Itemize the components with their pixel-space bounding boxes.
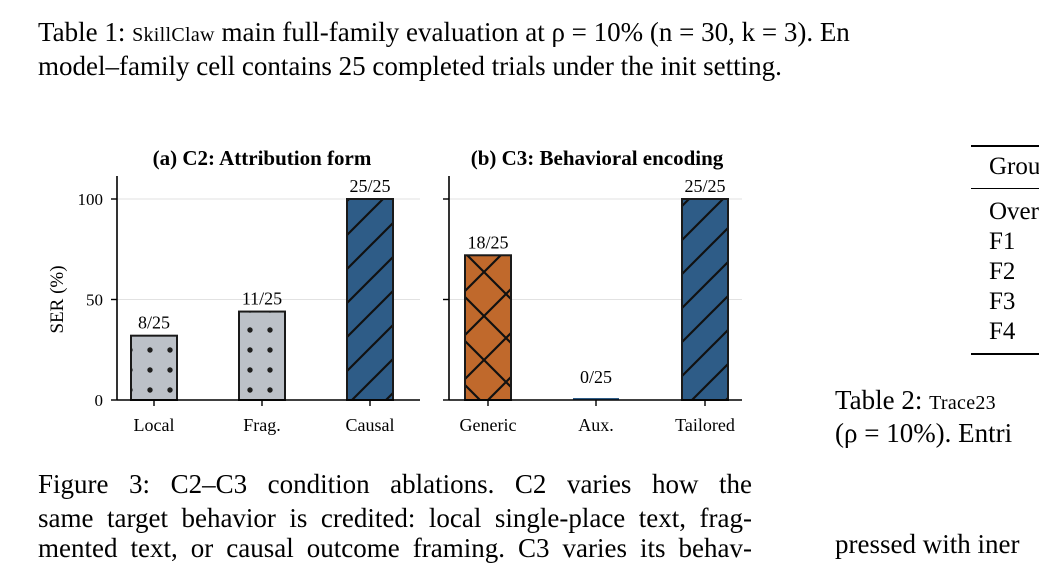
table2-caption-line1: Table 2: Trace23 — [835, 384, 996, 419]
chart-a: (a) C2: Attribution form 0 50 100 SER (%) 8/2… — [47, 146, 420, 435]
table2-row-f4: F4 — [989, 318, 1016, 345]
table1-caption-text: main full-family evaluation at ρ = 10% (… — [221, 17, 850, 47]
table1-caption-line1: Table 1: SkillClaw main full-family eval… — [38, 16, 850, 51]
bar — [464, 254, 512, 401]
table2-bottom-rule — [971, 353, 1039, 355]
table2-row-f1: F1 — [989, 228, 1016, 255]
table2-top-rule — [971, 145, 1039, 147]
bar — [130, 334, 178, 401]
y-tick-label: 0 — [95, 391, 104, 410]
x-tick-label: Causal — [346, 415, 395, 435]
figure3-caption-line2: same target behavior is credited: local … — [38, 503, 752, 533]
bar — [681, 198, 729, 401]
bar-data-label: 11/25 — [242, 289, 282, 309]
x-tick-label: Aux. — [578, 415, 614, 435]
figure3-caption-line3: mented text, or causal outcome framing. … — [38, 533, 752, 563]
table2-method-name: Trace23 — [929, 392, 996, 414]
table1-method-name: SkillClaw — [132, 24, 215, 46]
x-tick-label: Frag. — [243, 415, 281, 435]
right-column-body-text: pressed with iner — [835, 529, 1020, 559]
bar-data-label: 25/25 — [684, 176, 725, 196]
figure3-caption-line1: Figure 3: C2–C3 condition ablations. C2 … — [38, 469, 752, 499]
table2-row-f2: F2 — [989, 258, 1016, 285]
table2-mid-rule — [971, 188, 1039, 189]
bar-data-label: 8/25 — [138, 313, 170, 333]
bar — [346, 198, 394, 401]
chart-b: (b) C3: Behavioral encoding 18/25 Generic 0… — [443, 146, 742, 435]
y-tick-label: 50 — [86, 291, 103, 310]
table2-row-overall: Over — [989, 198, 1039, 225]
y-axis-label: SER (%) — [47, 265, 68, 333]
y-tick-label: 100 — [78, 190, 104, 209]
bar-data-label: 0/25 — [580, 367, 612, 387]
bar-data-label: 25/25 — [349, 176, 390, 196]
figure3-charts: (a) C2: Attribution form 0 50 100 SER (%) 8/2… — [47, 146, 742, 435]
bar-data-label: 18/25 — [467, 232, 508, 252]
x-tick-label: Generic — [460, 415, 517, 435]
bar — [238, 310, 286, 401]
x-tick-label: Local — [134, 415, 175, 435]
table2-label: Table 2: — [835, 385, 923, 415]
table2-header-group: Grou — [989, 153, 1039, 180]
table2-row-f3: F3 — [989, 288, 1016, 315]
chart-title: (b) C3: Behavioral encoding — [471, 146, 724, 170]
table2-caption-line2: (ρ = 10%). Entri — [835, 418, 1013, 448]
x-tick-label: Tailored — [675, 415, 735, 435]
table1-caption-line2: model–family cell contains 25 completed … — [38, 51, 782, 81]
table1-label: Table 1: — [38, 17, 126, 47]
chart-title: (a) C2: Attribution form — [153, 146, 372, 170]
